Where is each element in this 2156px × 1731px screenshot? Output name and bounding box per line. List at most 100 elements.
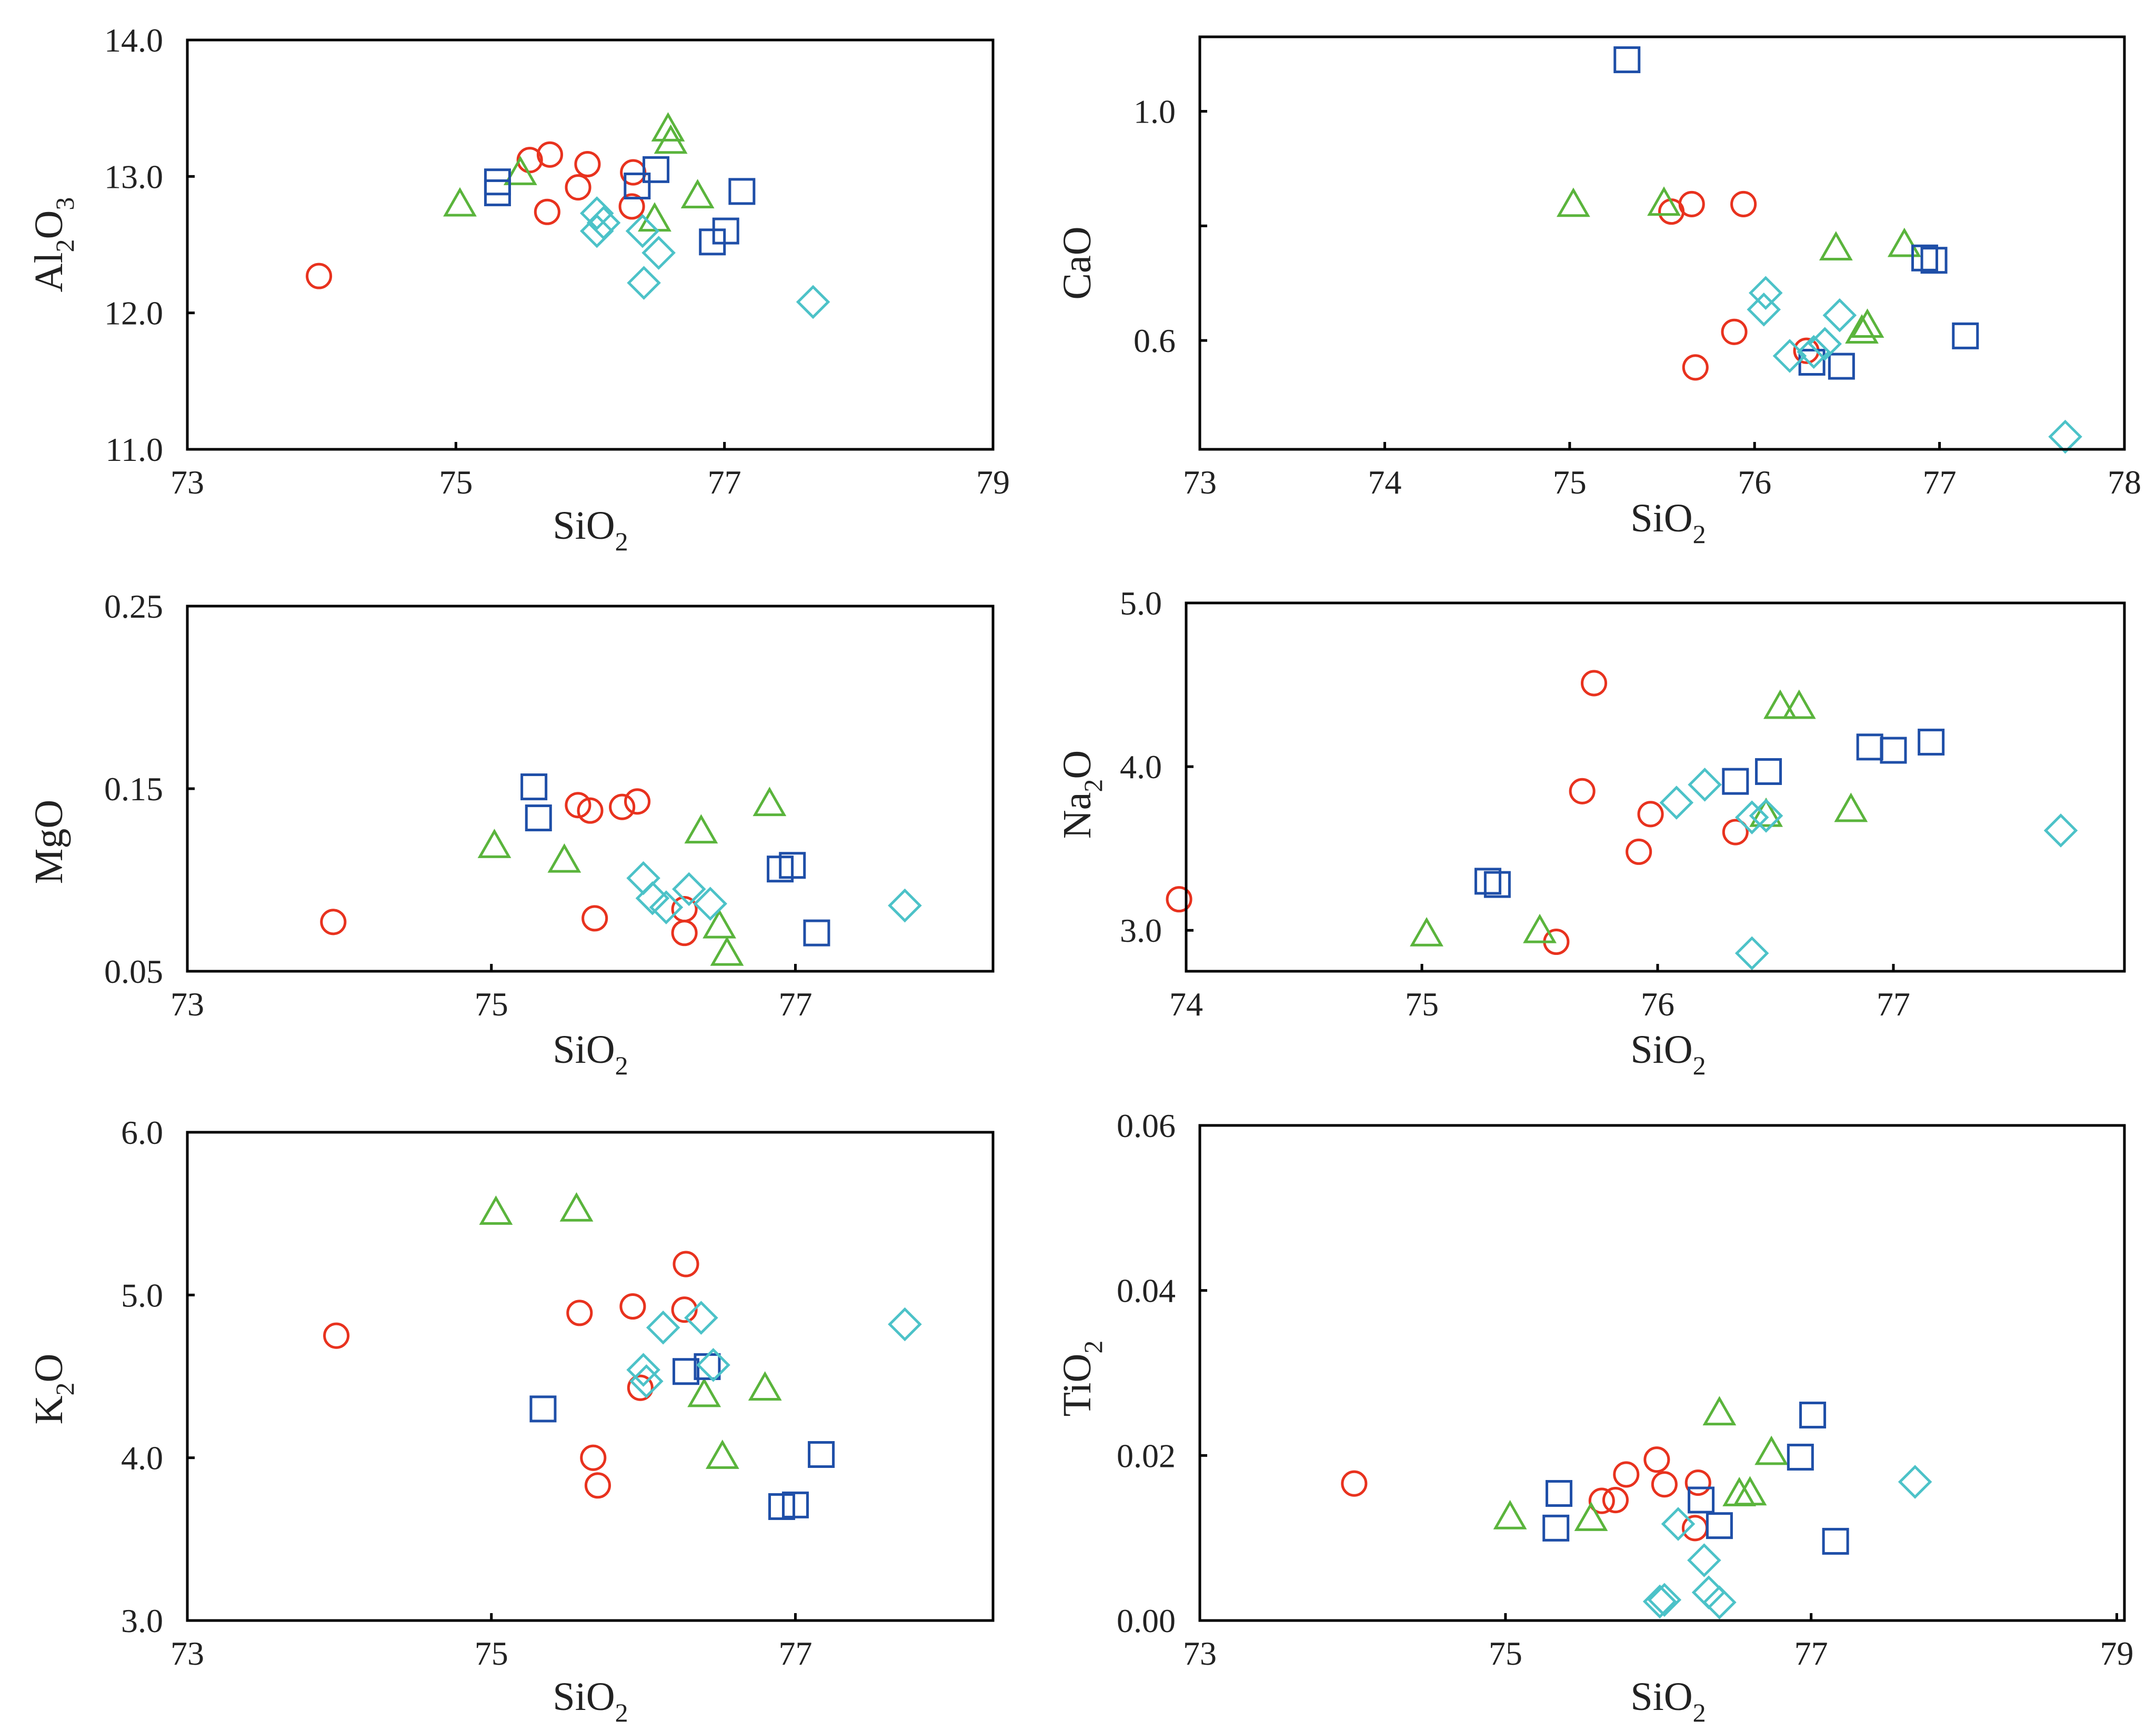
y-tick-label: 0.00 (1117, 1602, 1176, 1639)
point-triangle-2-5 (638, 202, 671, 232)
plot-frame (1198, 1124, 2126, 1622)
point-triangle-2-6 (1733, 1476, 1767, 1506)
point-circle-1-5 (565, 174, 591, 201)
point-triangle-2-4 (1887, 227, 1921, 257)
y-tick-label: 0.06 (1117, 1107, 1176, 1144)
y-tick-label: 13.0 (104, 158, 163, 195)
x-axis-ticks: 73 75 77 79 (171, 442, 1010, 501)
point-circle-1-1 (323, 1322, 350, 1349)
point-triangle-2-4 (753, 787, 787, 817)
point-square-3-6 (1880, 737, 1907, 764)
point-circle-1-4 (534, 198, 560, 225)
y-axis-label: Al2O3 (27, 197, 79, 293)
y-tick-label: 11.0 (105, 431, 163, 468)
y-axis-ticks: 0.00 0.02 0.04 0.06 (1117, 1107, 1207, 1639)
point-diamond-4-5 (2043, 813, 2078, 848)
point-circle-1-2 (516, 147, 543, 174)
panel-cao: 73 74 75 76 77 78 0.6 1.0 SiO2 CaO (1055, 35, 2141, 549)
point-triangle-2-3 (1702, 1396, 1737, 1426)
point-square-3-4 (1952, 322, 1979, 349)
point-circle-1-3 (619, 1293, 646, 1320)
point-circle-1-3 (1602, 1486, 1629, 1514)
point-diamond-4-5 (629, 1364, 664, 1398)
y-tick-label: 1.0 (1134, 93, 1176, 130)
data-points (1341, 1396, 1932, 1619)
point-diamond-4-5 (693, 887, 727, 921)
point-square-3-5 (781, 1491, 809, 1518)
point-circle-1-3 (1730, 190, 1757, 217)
point-diamond-4-1 (646, 1310, 680, 1345)
point-square-3-4 (768, 1493, 795, 1520)
point-square-3-3 (624, 172, 651, 199)
point-diamond-4-2 (1687, 1543, 1721, 1577)
point-square-3-7 (728, 178, 756, 205)
x-axis-label: SiO2 (1630, 1028, 1706, 1080)
point-triangle-2-2 (503, 156, 537, 185)
y-axis-ticks: 11.0 12.0 13.0 14.0 (104, 22, 195, 468)
x-tick-label: 78 (2108, 464, 2141, 501)
point-triangle-2-2 (1574, 1502, 1608, 1531)
x-tick-label: 77 (1794, 1635, 1828, 1672)
point-circle-1-2 (1678, 190, 1705, 217)
point-circle-1-3 (577, 797, 604, 824)
x-tick-label: 73 (171, 985, 204, 1023)
x-axis-label: SiO2 (553, 504, 628, 556)
data-points (1166, 670, 2078, 971)
point-triangle-2-1 (1493, 1499, 1527, 1529)
plot-frame (186, 605, 995, 973)
x-axis-ticks: 73 75 77 (171, 1613, 812, 1672)
point-triangle-2-1 (1556, 187, 1590, 217)
point-circle-1-5 (671, 1296, 698, 1323)
point-diamond-4-4 (1749, 799, 1783, 833)
point-circle-1-3 (536, 141, 563, 168)
point-triangle-2-5 (1749, 797, 1783, 827)
point-diamond-4-4 (671, 872, 706, 907)
point-diamond-4-6 (1734, 936, 1769, 971)
x-tick-label: 75 (439, 464, 473, 501)
point-square-3-2 (484, 179, 511, 206)
point-square-3-4 (1706, 1512, 1733, 1539)
point-circle-1-4 (1682, 354, 1709, 381)
point-triangle-2-3 (684, 814, 718, 844)
point-diamond-4-1 (1659, 786, 1694, 820)
point-square-3-4 (779, 852, 806, 879)
x-tick-label: 75 (1489, 1635, 1522, 1672)
point-circle-1-8 (584, 1472, 611, 1499)
point-diamond-4-4 (626, 1353, 660, 1387)
y-axis-ticks: 0.6 1.0 (1134, 93, 1207, 359)
point-diamond-4-1 (1748, 276, 1783, 310)
point-square-3-6 (712, 217, 739, 245)
x-tick-label: 77 (778, 1635, 812, 1672)
x-tick-label: 77 (708, 464, 741, 501)
point-circle-1-8 (671, 920, 698, 947)
point-triangle-2-1 (479, 1195, 513, 1225)
point-circle-1-4 (609, 793, 636, 820)
y-tick-label: 12.0 (104, 295, 163, 332)
point-triangle-2-3 (651, 112, 685, 142)
point-triangle-2-3 (1763, 689, 1797, 719)
point-triangle-2-5 (748, 1371, 782, 1401)
point-triangle-2-1 (1410, 917, 1443, 947)
x-tick-label: 77 (778, 985, 812, 1023)
point-triangle-2-2 (559, 1192, 594, 1222)
point-circle-1-4 (1637, 801, 1664, 828)
y-tick-label: 0.04 (1117, 1272, 1176, 1310)
y-axis-label: TiO2 (1055, 1341, 1108, 1417)
x-axis-label: SiO2 (553, 1675, 628, 1727)
point-circle-1-1 (306, 263, 333, 289)
data-points (323, 1192, 922, 1520)
point-square-3-5 (1856, 733, 1883, 761)
x-tick-label: 73 (171, 1635, 204, 1672)
x-axis-label: SiO2 (1630, 1675, 1706, 1727)
x-axis-ticks: 73 75 77 (171, 964, 812, 1023)
point-diamond-4-3 (649, 890, 684, 924)
y-tick-label: 4.0 (1120, 748, 1162, 786)
point-square-3-1 (1613, 46, 1641, 74)
x-axis-ticks: 73 74 75 76 77 78 (1183, 442, 2141, 501)
y-axis-label: K2O (27, 1354, 79, 1425)
y-tick-label: 0.6 (1134, 322, 1176, 359)
point-triangle-2-4 (1782, 689, 1816, 719)
point-circle-1-1 (1341, 1470, 1368, 1497)
y-tick-label: 5.0 (1120, 585, 1162, 622)
point-triangle-2-2 (547, 843, 581, 873)
